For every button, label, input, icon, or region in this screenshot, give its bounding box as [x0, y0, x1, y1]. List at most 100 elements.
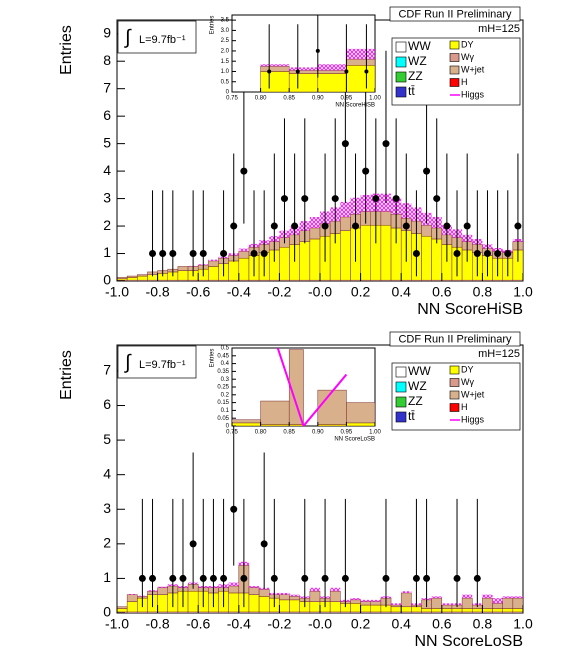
stack-bar: [309, 238, 321, 281]
stack-bar: [431, 238, 443, 281]
y-tick-label: 0.45: [217, 353, 229, 359]
stack-bar: [346, 402, 375, 424]
x-tick-label: 0.90: [312, 430, 324, 436]
data-point: [240, 574, 248, 582]
stack-bar: [248, 587, 260, 595]
legend-swatch: [395, 411, 407, 423]
x-tick-label: 0.2: [351, 284, 371, 300]
legend-swatch: [395, 86, 407, 98]
stack-bar: [137, 274, 148, 277]
stack-bar: [380, 211, 392, 226]
x-axis-title: NN ScoreLoSB: [415, 633, 524, 650]
legend-swatch: [449, 365, 460, 375]
stack-bar: [260, 400, 290, 425]
y-axis-title: Entries: [210, 16, 216, 35]
x-tick-label: -0.4: [227, 616, 251, 632]
chart-title: CDF Run II Preliminary: [398, 333, 512, 345]
stack-bar: [502, 597, 514, 609]
y-tick-label: 4: [103, 162, 111, 178]
legend-label: DY: [461, 39, 474, 49]
plot-area: [232, 348, 375, 426]
data-point: [321, 222, 329, 230]
stack-bar: [228, 585, 240, 594]
signal-band: [350, 598, 361, 600]
stack-bar: [126, 594, 138, 602]
legend-label: Wγ: [461, 377, 474, 387]
legend-swatch: [395, 381, 407, 393]
y-axis-title: Entries: [210, 349, 216, 368]
stack-bar: [258, 589, 270, 597]
signal-band: [401, 591, 412, 593]
stack-bar: [289, 596, 300, 601]
data-point: [331, 195, 339, 203]
stack-bar: [411, 606, 422, 613]
data-point: [352, 222, 360, 230]
data-point: [382, 574, 390, 582]
legend-swatch: [449, 53, 460, 62]
y-tick-label: 5: [103, 431, 111, 447]
legend-swatch: [395, 366, 407, 378]
stack-bar: [350, 599, 361, 604]
data-point: [149, 250, 157, 258]
data-point: [372, 195, 380, 203]
data-point: [473, 250, 481, 258]
data-point: [453, 250, 461, 258]
stack-bar: [157, 587, 169, 595]
data-point: [321, 574, 329, 582]
y-tick-label: 8: [103, 52, 111, 68]
x-axis-title: NN ScoreHiSB: [335, 103, 375, 109]
data-point: [453, 574, 461, 582]
stack-bar: [260, 71, 290, 92]
y-tick-label: 0.25: [217, 385, 229, 391]
data-point: [149, 574, 157, 582]
signal-band: [289, 594, 300, 597]
stack-bar: [370, 604, 382, 613]
signal-band: [431, 596, 442, 599]
x-tick-label: 1.00: [369, 430, 381, 436]
x-tick-label: 0.90: [312, 96, 324, 102]
data-point: [382, 140, 390, 148]
legend-label: WZ: [408, 379, 427, 393]
y-tick-label: 0: [226, 424, 230, 430]
data-point: [240, 167, 248, 175]
stack-bar: [117, 277, 128, 280]
x-tick-label: 1.00: [369, 96, 381, 102]
y-axis-title: Entries: [58, 25, 75, 75]
signal-band: [317, 64, 347, 71]
data-point: [230, 505, 238, 513]
signal-band: [512, 596, 523, 599]
data-point: [315, 48, 320, 53]
data-point: [280, 195, 288, 203]
data-point: [159, 250, 167, 258]
mass-label: mH=125: [478, 23, 520, 35]
integral-sign: ∫: [124, 351, 132, 373]
stack-bar: [126, 601, 138, 613]
signal-band: [127, 593, 138, 595]
stack-bar: [346, 65, 375, 92]
legend-swatch: [395, 396, 407, 408]
stack-bar: [279, 246, 290, 281]
data-point: [344, 69, 349, 74]
x-tick-label: 0.85: [283, 96, 295, 102]
data-point: [179, 574, 187, 582]
stack-bar: [380, 224, 392, 281]
stack-bar: [360, 224, 372, 281]
y-tick-label: 0.2: [221, 392, 230, 398]
signal-band: [482, 594, 493, 599]
stack-bar: [421, 235, 432, 281]
stack-bar: [512, 597, 523, 609]
y-tick-label: 3.5: [221, 18, 230, 24]
y-tick-label: 0: [103, 604, 111, 620]
stack-bar: [390, 604, 402, 608]
signal-band: [391, 603, 402, 606]
y-tick-label: 3: [103, 189, 111, 205]
lumi-box: [117, 345, 197, 379]
data-point: [295, 69, 300, 74]
stack-bar: [482, 608, 493, 613]
x-tick-label: 1.0: [513, 616, 533, 632]
y-tick-label: 0.4: [221, 361, 230, 367]
stack-bar: [441, 604, 453, 609]
x-tick-label: -0.0: [308, 616, 332, 632]
x-tick-label: -0.0: [308, 284, 332, 300]
